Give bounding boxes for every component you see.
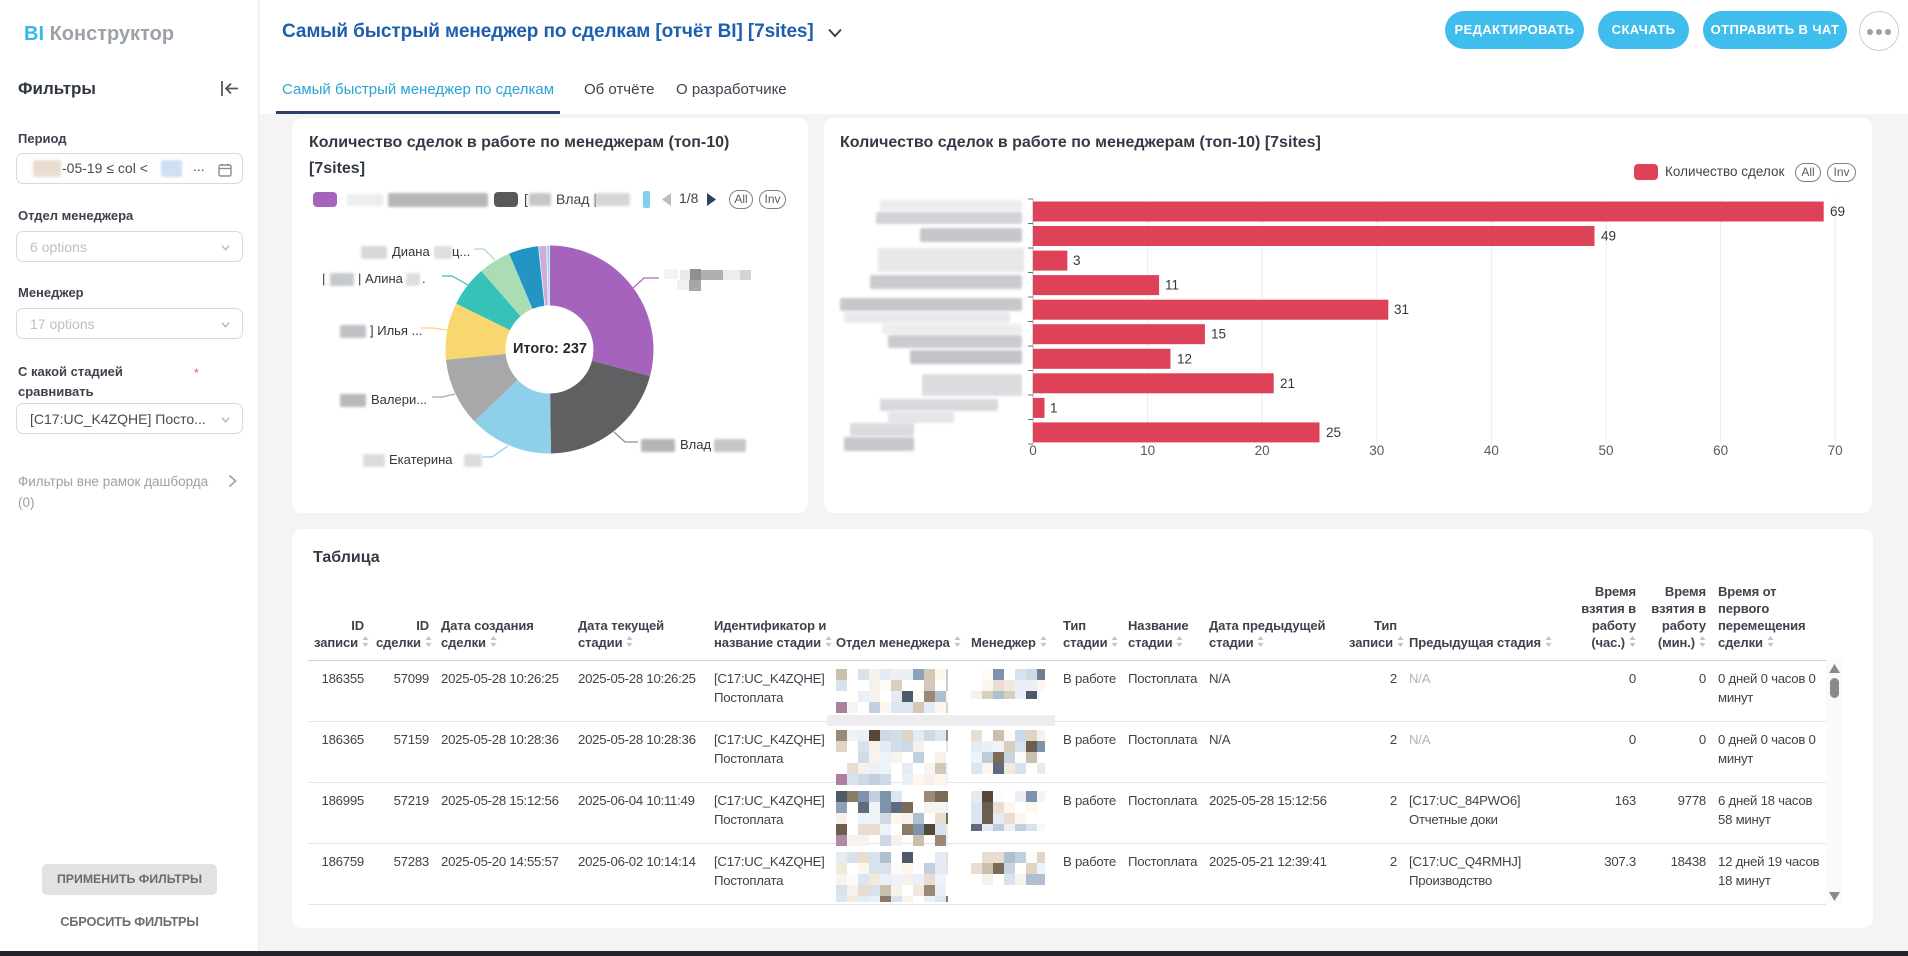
svg-text:15: 15: [1211, 327, 1226, 342]
svg-text:40: 40: [1484, 443, 1499, 458]
svg-text:1: 1: [1050, 400, 1058, 415]
svg-text:50: 50: [1598, 443, 1613, 458]
svg-text:31: 31: [1394, 302, 1409, 317]
svg-text:30: 30: [1369, 443, 1384, 458]
svg-text:69: 69: [1830, 204, 1845, 219]
svg-text:49: 49: [1601, 229, 1616, 244]
svg-text:70: 70: [1828, 443, 1843, 458]
svg-text:20: 20: [1255, 443, 1270, 458]
svg-text:60: 60: [1713, 443, 1728, 458]
svg-text:11: 11: [1165, 278, 1179, 293]
svg-text:3: 3: [1073, 253, 1081, 268]
svg-text:21: 21: [1280, 376, 1295, 391]
svg-text:0: 0: [1029, 443, 1037, 458]
svg-text:10: 10: [1140, 443, 1155, 458]
svg-text:12: 12: [1177, 351, 1192, 366]
svg-text:25: 25: [1326, 425, 1341, 440]
